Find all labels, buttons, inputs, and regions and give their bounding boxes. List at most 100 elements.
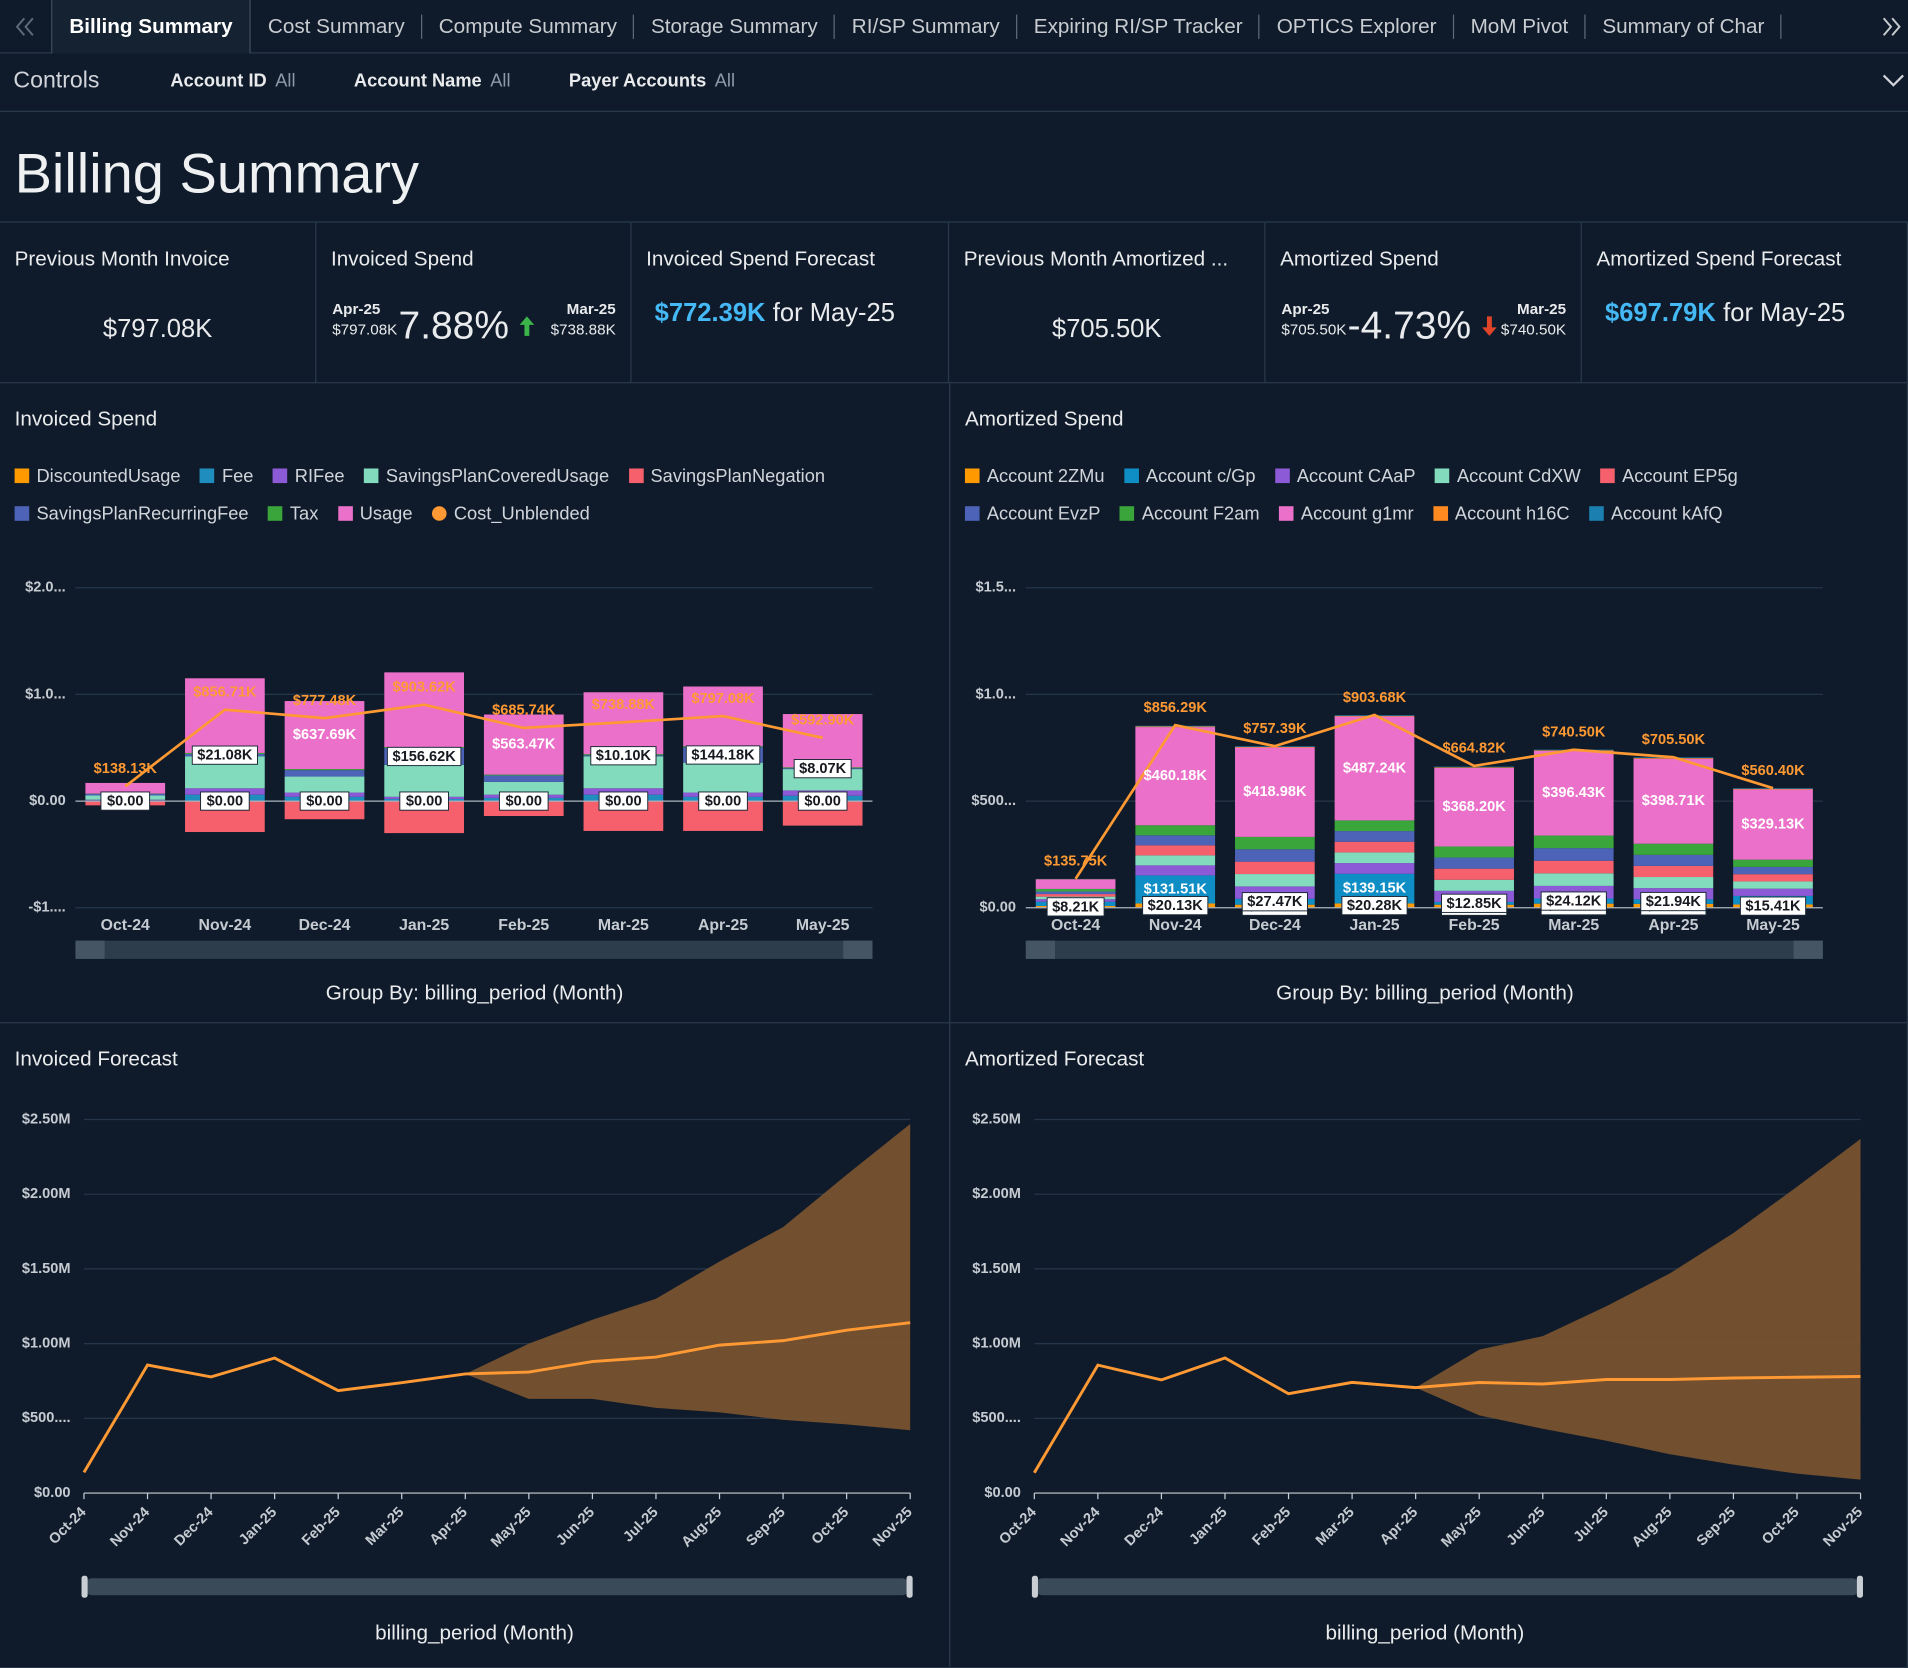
filter[interactable]: Payer Accounts All bbox=[569, 54, 735, 110]
x-tick-label: Feb-25 bbox=[299, 1504, 344, 1549]
label-box bbox=[200, 791, 250, 811]
chart-title: Amortized Forecast bbox=[965, 1047, 1144, 1070]
legend-item[interactable]: RIFee bbox=[272, 458, 345, 496]
chart-title: Invoiced Spend bbox=[15, 407, 158, 430]
x-tick-label: Nov-24 bbox=[1149, 917, 1202, 934]
tab[interactable]: RI/SP Summary bbox=[835, 0, 1017, 54]
controls-label[interactable]: Controls bbox=[13, 68, 100, 94]
bar-segment bbox=[782, 714, 863, 768]
legend-swatch bbox=[1124, 468, 1139, 484]
x-tick-label: Mar-25 bbox=[363, 1504, 408, 1549]
legend-item[interactable]: Account CAaP bbox=[1274, 458, 1416, 496]
current-period: Apr-25 $797.08K bbox=[332, 299, 397, 340]
legend-item[interactable]: Fee bbox=[200, 458, 253, 496]
x-tick-label: May-25 bbox=[488, 1504, 534, 1550]
y-tick-label: $2.50M bbox=[972, 1111, 1021, 1127]
label-box bbox=[797, 791, 848, 811]
x-tick-label: Jul-25 bbox=[1571, 1504, 1612, 1545]
range-handle bbox=[906, 1575, 913, 1598]
legend-item[interactable]: Account h16C bbox=[1433, 495, 1570, 533]
forecast-value: $697.79K bbox=[1605, 299, 1716, 328]
x-tick-label: May-25 bbox=[1746, 917, 1800, 934]
x-tick-label: Oct-24 bbox=[101, 917, 150, 934]
legend-item[interactable]: Account c/Gp bbox=[1124, 458, 1255, 496]
filter-name: Account Name bbox=[353, 70, 482, 92]
scroll-tabs-right[interactable] bbox=[1871, 0, 1908, 54]
x-tick-label: Jul-25 bbox=[620, 1504, 661, 1545]
chart-panel: Amortized Spend Group By: billing_period … bbox=[950, 383, 1908, 1024]
legend-item[interactable]: Account kAfQ bbox=[1589, 495, 1723, 533]
active-tab[interactable]: Billing Summary bbox=[51, 0, 251, 54]
x-tick-label: Mar-25 bbox=[1313, 1504, 1358, 1549]
label-box bbox=[1046, 897, 1105, 917]
line-value-label: $797.08K bbox=[691, 691, 755, 707]
segment-value-label: $487.24K bbox=[1343, 760, 1407, 776]
segment-value-label: $329.13K bbox=[1741, 816, 1805, 832]
tab[interactable]: MoM Pivot bbox=[1454, 0, 1586, 54]
label-box bbox=[698, 791, 748, 811]
bar-segment bbox=[1035, 888, 1116, 892]
filters: Account ID All Account Name All Payer Accoun… bbox=[170, 54, 735, 110]
tab[interactable]: Summary of Char bbox=[1585, 0, 1782, 54]
tab[interactable]: Expiring RI/SP Tracker bbox=[1017, 0, 1260, 54]
legend-label: Account CAaP bbox=[1296, 466, 1416, 487]
x-tick-label: Oct-25 bbox=[1759, 1504, 1802, 1547]
scrollbar bbox=[1025, 940, 1823, 959]
segment-value-label: $8.21K bbox=[1052, 899, 1100, 915]
bar-segment bbox=[1334, 841, 1415, 853]
legend-swatch bbox=[964, 506, 980, 521]
legend-item[interactable]: Account g1mr bbox=[1279, 495, 1414, 533]
legend-item[interactable]: DiscountedUsage bbox=[14, 458, 181, 496]
expand-controls[interactable] bbox=[1879, 54, 1908, 110]
kpi-title: Amortized Spend Forecast bbox=[1596, 247, 1842, 271]
previous-period: Mar-25 $738.88K bbox=[551, 299, 616, 340]
line-value-label: $592.90K bbox=[791, 713, 855, 729]
scroll-tabs-left[interactable] bbox=[7, 0, 44, 54]
bar-segment bbox=[1733, 788, 1813, 789]
segment-value-label: $637.69K bbox=[293, 727, 357, 743]
label-box bbox=[598, 791, 649, 811]
x-tick-label: Apr-25 bbox=[427, 1504, 471, 1548]
segment-value-label: $368.20K bbox=[1442, 799, 1506, 815]
tab[interactable]: Storage Summary bbox=[634, 0, 835, 54]
label-box bbox=[1441, 893, 1508, 913]
legend-item[interactable]: Cost_Unblended bbox=[431, 495, 590, 533]
legend-item[interactable]: Usage bbox=[337, 495, 412, 533]
legend-item[interactable]: Account 2ZMu bbox=[964, 458, 1105, 496]
filter[interactable]: Account Name All bbox=[354, 54, 511, 110]
legend-label: SavingsPlanRecurringFee bbox=[36, 503, 249, 525]
legend-item[interactable]: SavingsPlanCoveredUsage bbox=[363, 458, 609, 496]
legend-item[interactable]: Account F2am bbox=[1119, 495, 1260, 533]
x-tick-label: Mar-25 bbox=[598, 917, 649, 934]
tab[interactable]: OPTICS Explorer bbox=[1260, 0, 1454, 54]
legend-item[interactable]: Tax bbox=[268, 495, 318, 533]
period-label: Mar-25 bbox=[566, 299, 616, 317]
bar-segment bbox=[1533, 873, 1614, 886]
x-tick-label: May-25 bbox=[1438, 1504, 1484, 1550]
legend-item[interactable]: Account EP5g bbox=[1600, 458, 1738, 496]
x-tick-label: Aug-25 bbox=[1629, 1504, 1675, 1550]
legend-item[interactable]: Account EvzP bbox=[964, 495, 1100, 533]
kpi-card: Invoiced Spend Apr-25 $797.08K 7.88% Mar-25 $… bbox=[316, 222, 632, 383]
tab-bar: Billing Summary Cost Summary Compute Summa… bbox=[0, 0, 1908, 54]
line-series bbox=[124, 703, 823, 788]
kpi-title: Amortized Spend bbox=[1280, 247, 1439, 271]
forecast-band bbox=[1415, 1138, 1861, 1480]
kpi-card: Previous Month Amortized ... $705.50K bbox=[949, 222, 1266, 383]
legend-swatch bbox=[14, 506, 30, 521]
segment-value-label: $0.00 bbox=[804, 794, 841, 810]
x-tick-label: Oct-24 bbox=[1051, 917, 1100, 934]
filter[interactable]: Account ID All bbox=[170, 54, 295, 110]
bar-segment bbox=[1633, 843, 1714, 855]
legend-swatch bbox=[1600, 468, 1615, 484]
line-value-label: $664.82K bbox=[1442, 741, 1506, 757]
legend-swatch bbox=[1279, 506, 1294, 521]
x-tick-label: Jan-25 bbox=[236, 1504, 280, 1548]
legend-item[interactable]: Account CdXW bbox=[1435, 458, 1581, 496]
tab[interactable]: Cost Summary bbox=[251, 0, 423, 54]
tab[interactable]: Compute Summary bbox=[422, 0, 635, 54]
segment-value-label: $144.18K bbox=[691, 747, 755, 763]
legend-item[interactable]: SavingsPlanRecurringFee bbox=[14, 495, 249, 533]
legend-label: Account g1mr bbox=[1300, 503, 1414, 525]
legend-item[interactable]: SavingsPlanNegation bbox=[628, 458, 825, 496]
